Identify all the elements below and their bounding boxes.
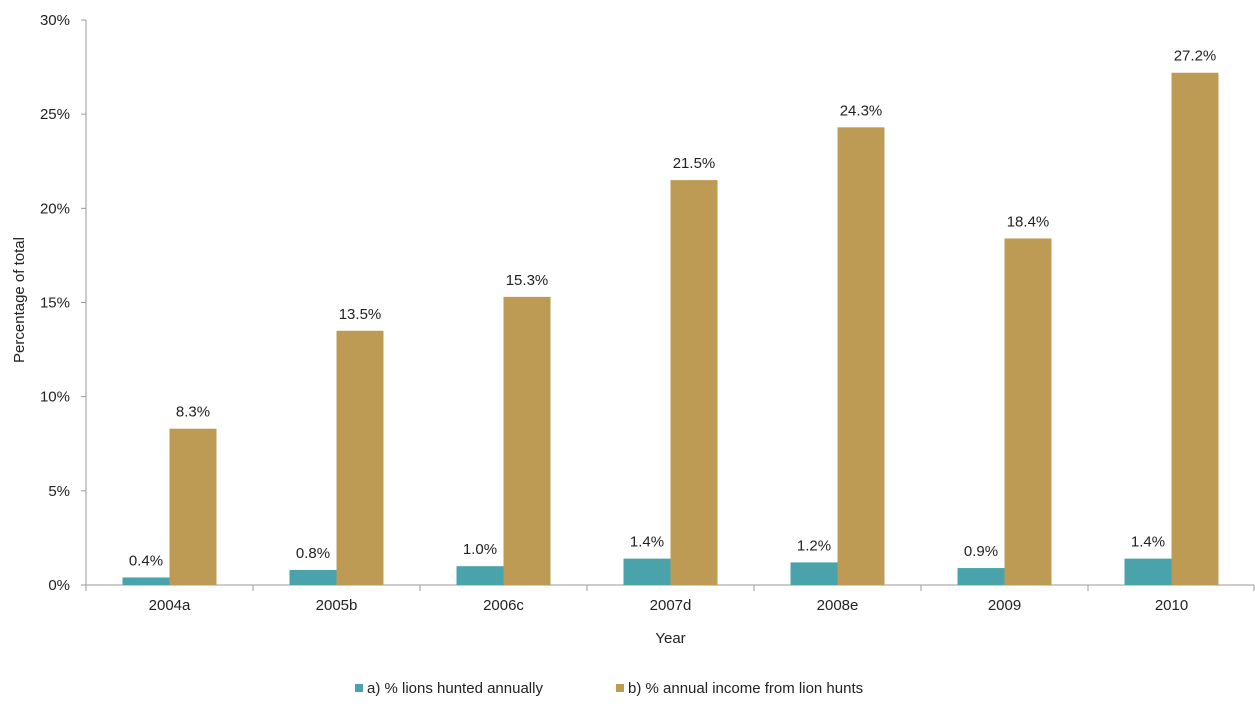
bar-lions-hunted — [122, 577, 170, 585]
y-axis-title: Percentage of total — [11, 237, 28, 363]
bar-income-from-hunts — [169, 428, 217, 585]
bar-lions-hunted — [289, 569, 337, 585]
bar-income-from-hunts — [837, 127, 885, 585]
data-label: 18.4% — [1007, 213, 1050, 230]
x-tick-label: 2010 — [1155, 597, 1188, 614]
data-label: 1.0% — [463, 541, 497, 558]
x-axis: 2004a 2005b 2006c 2007d 2008e 2009 2010 — [85, 584, 1255, 614]
data-labels: 0.4% 0.8% 1.0% 1.4% 1.2% 0.9% 1.4% 8.3% 13.5% 15.… — [129, 48, 1216, 570]
y-tick-label: 25% — [40, 106, 70, 123]
y-axis: 0% 5% 10% 15% 20% 25% 30% — [40, 12, 87, 594]
x-axis-title: Year — [655, 630, 685, 647]
legend-label: a) % lions hunted annually — [367, 680, 543, 697]
y-tick-label: 20% — [40, 200, 70, 217]
bar-income-from-hunts — [1004, 238, 1052, 585]
x-tick-label: 2007d — [650, 597, 692, 614]
data-label: 0.8% — [296, 545, 330, 562]
x-tick-label: 2009 — [988, 597, 1021, 614]
y-tick-label: 15% — [40, 295, 70, 312]
legend-swatch — [616, 684, 624, 692]
bar-lions-hunted — [790, 562, 838, 585]
data-label: 15.3% — [506, 272, 549, 289]
x-tick-label: 2004a — [149, 597, 191, 614]
legend-swatch — [355, 684, 363, 692]
bar-lions-hunted — [456, 566, 504, 585]
data-label: 27.2% — [1174, 48, 1217, 65]
data-label: 1.4% — [630, 534, 664, 551]
data-label: 1.2% — [797, 537, 831, 554]
y-tick-label: 5% — [48, 483, 70, 500]
x-tick-label: 2006c — [483, 597, 524, 614]
y-tick-label: 10% — [40, 389, 70, 406]
y-tick-label: 0% — [48, 577, 70, 594]
x-tick-label: 2005b — [316, 597, 358, 614]
legend: a) % lions hunted annually b) % annual in… — [355, 680, 863, 697]
bar-income-from-hunts — [670, 180, 718, 586]
data-label: 0.4% — [129, 552, 163, 569]
data-label: 8.3% — [176, 404, 210, 421]
legend-label: b) % annual income from lion hunts — [628, 680, 863, 697]
bar-lions-hunted — [623, 558, 671, 585]
bar-lions-hunted — [1124, 558, 1172, 585]
bar-income-from-hunts — [336, 330, 384, 585]
y-tick-label: 30% — [40, 12, 70, 29]
bar-income-from-hunts — [503, 296, 551, 585]
bar-income-from-hunts — [1171, 72, 1219, 585]
data-label: 24.3% — [840, 102, 883, 119]
data-label: 13.5% — [339, 306, 382, 323]
x-tick-label: 2008e — [817, 597, 859, 614]
bars — [122, 72, 1219, 586]
data-label: 21.5% — [673, 155, 716, 172]
data-label: 1.4% — [1131, 534, 1165, 551]
data-label: 0.9% — [964, 543, 998, 560]
bar-lions-hunted — [957, 568, 1005, 585]
